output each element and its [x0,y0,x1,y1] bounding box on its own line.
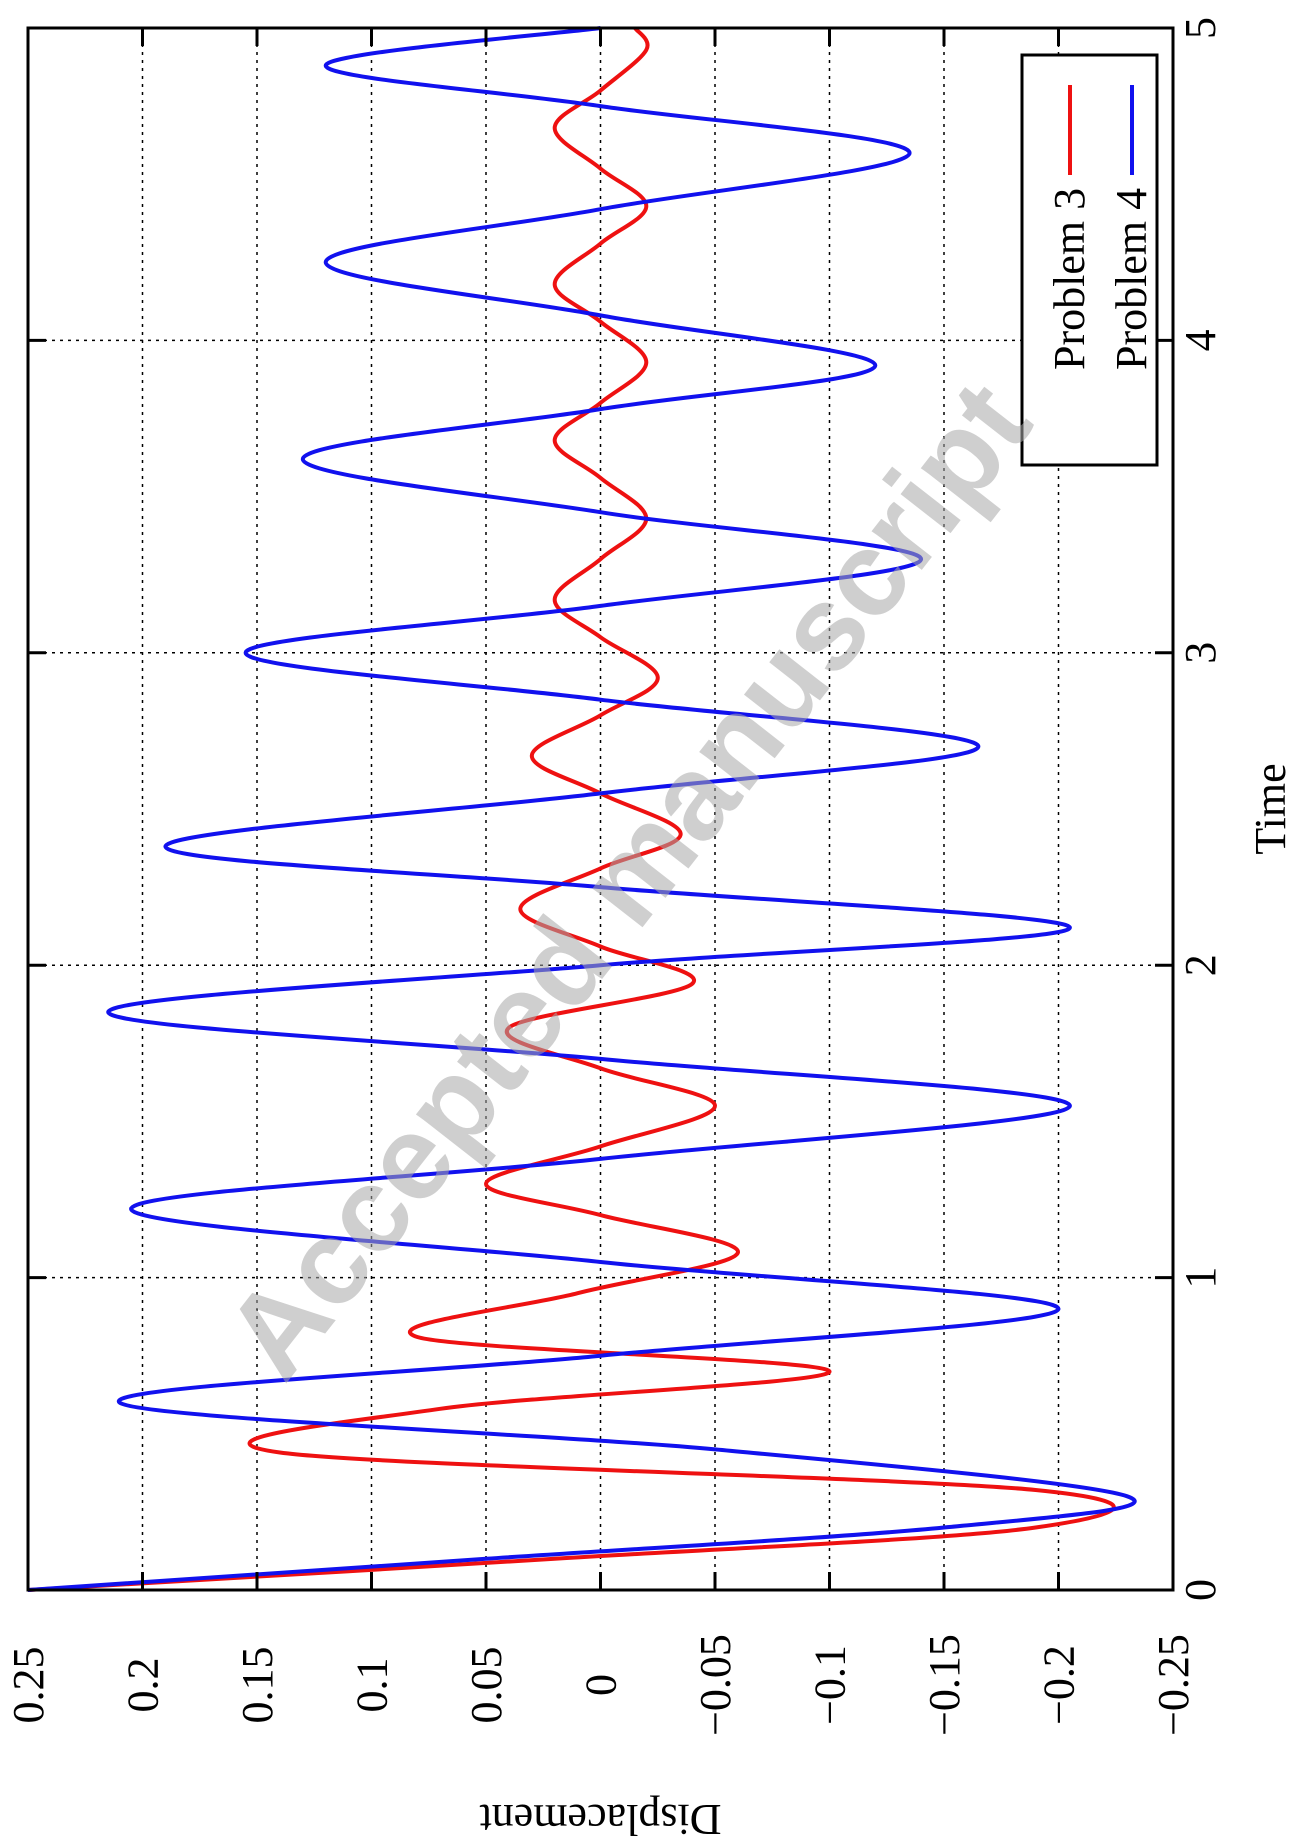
legend: Problem 3 Problem 4 [1020,53,1159,467]
series-line-problem-4 [27,26,1137,1592]
tick-labels: 0 1 2 3 4 5 0.25 0.2 0.15 0.1 0.05 0 −0.05 −0.1 −0.15 −… [4,17,1225,1736]
series-line-problem-3 [27,26,1116,1592]
x-tick-label: 3 [1176,642,1225,664]
x-axis-label: Time [1246,763,1295,854]
y-tick-label: 0.15 [233,1647,282,1724]
x-tick-label: 1 [1176,1267,1225,1289]
series-layer [27,26,1137,1592]
y-tick-label: −0.2 [1035,1645,1084,1725]
y-tick-label: 0 [577,1674,626,1696]
y-tick-label: −0.1 [806,1645,855,1725]
x-tick-label: 0 [1176,1579,1225,1601]
legend-label-problem-3: Problem 3 [1045,188,1094,370]
legend-label-problem-4: Problem 4 [1107,188,1156,370]
y-tick-label: 0.1 [348,1658,397,1713]
legend-box [1020,53,1159,467]
y-axis-label: Displacement [480,1795,722,1844]
x-tick-label: 2 [1176,954,1225,976]
y-tick-label: −0.15 [920,1634,969,1736]
y-tick-label: −0.25 [1149,1634,1198,1736]
y-tick-label: 0.2 [119,1658,168,1713]
grid [28,28,1173,1590]
x-tick-label: 4 [1176,329,1225,351]
ticks [26,26,1175,1592]
y-tick-label: −0.05 [691,1634,740,1736]
y-tick-label: 0.25 [4,1647,53,1724]
y-tick-label: 0.05 [462,1647,511,1724]
x-tick-label: 5 [1176,17,1225,39]
